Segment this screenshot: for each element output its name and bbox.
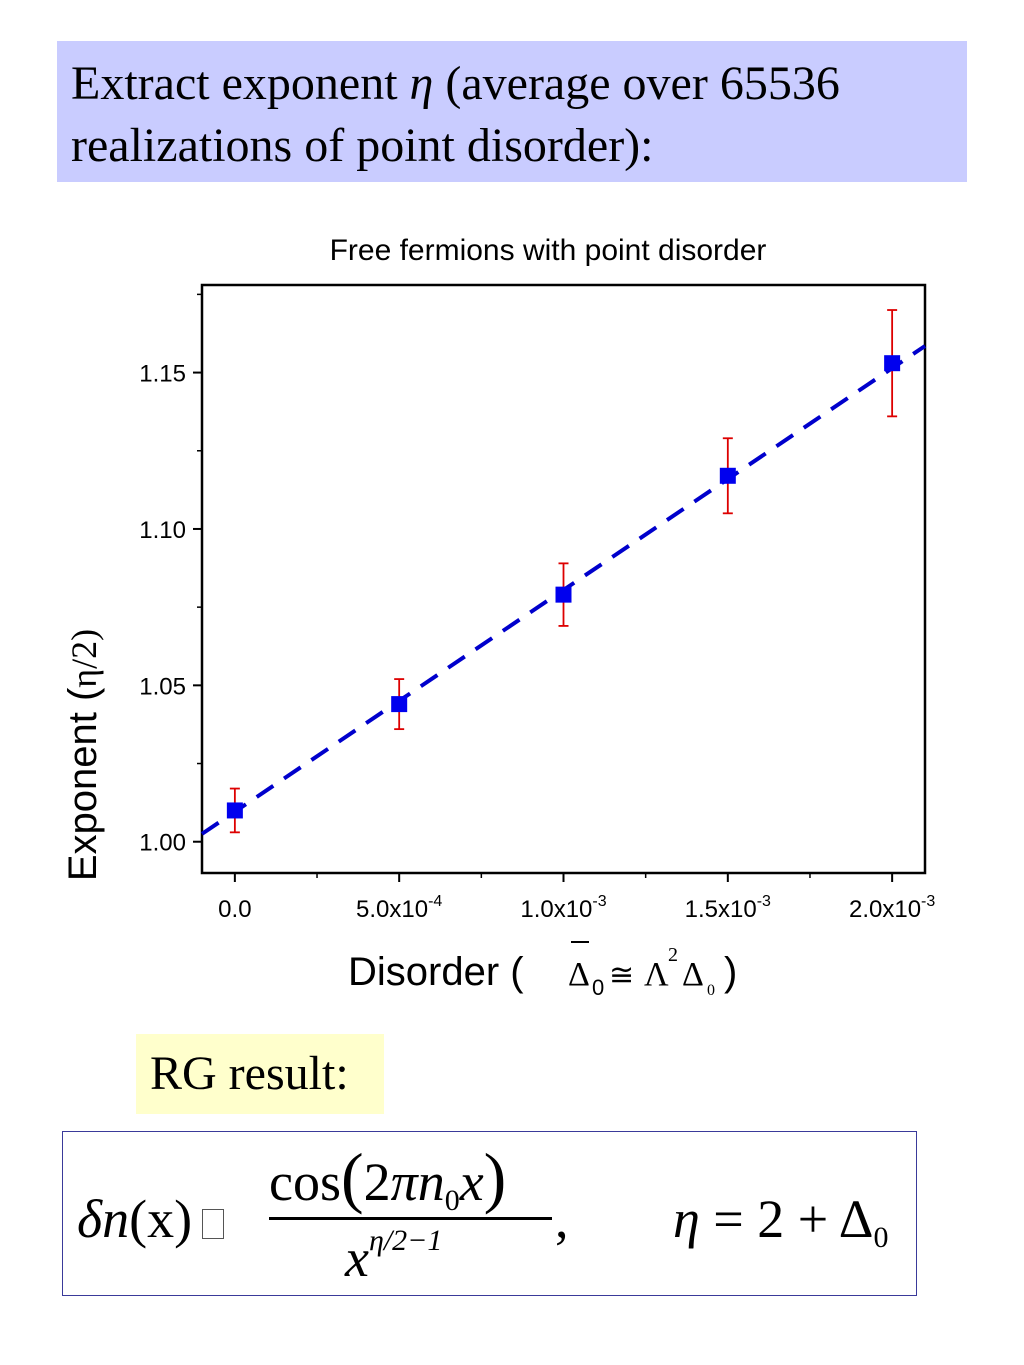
x-tick-label-0: 0.0 [218, 896, 251, 923]
x-axis-label-sub0: 0 [592, 975, 604, 1000]
formula-n: n [102, 1189, 130, 1249]
formula-num-sub0: 0 [444, 1184, 460, 1217]
data-point-1 [391, 696, 408, 713]
data-point-2 [555, 586, 572, 603]
x-axis-label-sub0b: 0 [707, 982, 715, 999]
x-tick-mantissa-3: 1.5x10 [685, 896, 757, 923]
formula-eq-sub: 0 [873, 1221, 889, 1254]
errorbar-layer [229, 309, 898, 834]
formula-fraction-bar [269, 1217, 552, 1220]
x-axis-label-close: ) [724, 950, 737, 994]
chart: Free fermions with point disorder 1.00 1.… [61, 234, 935, 1000]
formula-den-x: x [345, 1228, 369, 1288]
y-axis-label-eta: η [64, 669, 104, 688]
x-axis-label-main: Disorder ( [348, 950, 524, 994]
formula-lhs: δn(x) [77, 1188, 232, 1250]
x-tick-exponent-3: -3 [757, 893, 771, 910]
rg-result-label: RG result: [136, 1034, 384, 1114]
formula-eq: = 2 + Δ [699, 1189, 874, 1249]
x-tick-mantissa-4: 2.0x10 [849, 896, 921, 923]
header-line-1: Extract exponent η (average over 65536 [71, 53, 953, 115]
y-tick-label-0: 1.00 [139, 830, 186, 857]
y-tick-label-1: 1.05 [139, 673, 186, 700]
x-tick-label-1: 5.0x10-4 [356, 893, 442, 923]
x-tick-label-3: 1.5x10-3 [685, 893, 771, 923]
missing-glyph-icon [202, 1209, 225, 1239]
formula-paren-close: ) [483, 1139, 507, 1215]
y-tick-label-2: 1.10 [139, 517, 186, 544]
data-point-3 [719, 467, 736, 484]
y-tick-label-3: 1.15 [139, 361, 186, 388]
marker-layer [226, 355, 901, 819]
x-tick-mantissa-2: 1.0x10 [520, 896, 592, 923]
formula-numerator: cos(2πn0x) [269, 1138, 506, 1218]
formula-num-x: x [459, 1152, 484, 1212]
x-axis-label-delta-bar: Δ [568, 956, 590, 993]
x-axis-label-delta: Δ [682, 956, 704, 993]
data-point-4 [884, 355, 901, 372]
formula-eta-equation: η = 2 + Δ0 [673, 1188, 888, 1255]
formula-num-n: n [417, 1152, 445, 1212]
header-text: Extract exponent [71, 57, 410, 110]
x-tick-exponent-1: -4 [428, 893, 442, 910]
y-axis-label-main: Exponent ( [61, 687, 105, 881]
chart-title: Free fermions with point disorder [330, 234, 767, 267]
formula-lhs-args: (x) [129, 1189, 193, 1249]
tick-layer: 1.001.051.101.150.0 5.0x10-4 1.0x10-3 1.5x1… [139, 293, 935, 923]
formula-comma: , [555, 1189, 569, 1249]
formula-pi: π [390, 1152, 418, 1212]
x-tick-exponent-2: -3 [592, 893, 606, 910]
header-text-cont: (average over 65536 [433, 57, 840, 110]
eta-symbol: η [409, 57, 434, 110]
x-axis-label-approx: ≅ [609, 959, 634, 992]
formula-box: δn(x) cos(2πn0x) xη/2−1 , η = 2 + Δ0 [62, 1131, 917, 1296]
x-tick-exponent-4: -3 [921, 893, 935, 910]
x-tick-mantissa-0: 0.0 [218, 896, 251, 923]
x-tick-label-2: 1.0x10-3 [520, 893, 606, 923]
formula-num-2: 2 [363, 1152, 391, 1212]
formula-eta: η [673, 1189, 700, 1249]
formula-den-exp: η/2−1 [368, 1224, 443, 1257]
y-axis-label: Exponent (η/2) [61, 629, 105, 881]
x-axis-label: Disorder ( Δ 0 ≅ Λ 2 Δ 0 ) [348, 941, 737, 1000]
x-tick-mantissa-1: 5.0x10 [356, 896, 428, 923]
x-axis-label-sup2: 2 [668, 944, 678, 966]
y-axis-label-end: /2) [64, 629, 104, 669]
formula-cos: cos [269, 1152, 341, 1212]
x-tick-label-4: 2.0x10-3 [849, 893, 935, 923]
formula-delta: δ [77, 1189, 103, 1249]
data-point-0 [226, 802, 243, 819]
header-banner: Extract exponent η (average over 65536 r… [57, 41, 967, 182]
formula-denominator: xη/2−1 [345, 1224, 442, 1289]
formula-paren-open: ( [340, 1139, 364, 1215]
x-axis-label-lambda: Λ [644, 956, 669, 993]
header-line-2: realizations of point disorder): [71, 119, 654, 172]
